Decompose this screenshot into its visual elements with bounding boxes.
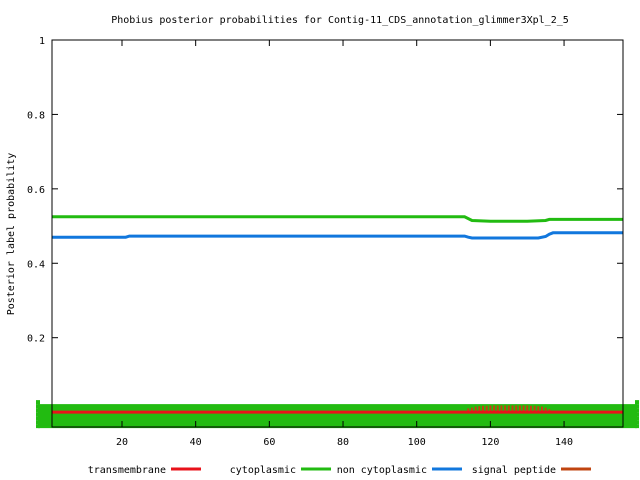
y-tick-label: 0.2 [27,334,45,345]
cytoplasmic-point [36,404,40,409]
legend-label: non cytoplasmic [337,465,427,476]
tick-layer: 20 40 60 80 100 120 140 0.2 0.4 0.6 0.8 1 [27,36,623,448]
cytoplasmic-point [635,404,639,409]
cytoplasmic-point [36,424,40,429]
cytoplasmic-point [36,400,40,405]
x-tick-label: 80 [337,437,349,448]
x-tick-label: 40 [190,437,202,448]
non-cytoplasmic-line [52,215,623,223]
x-tick-label: 140 [555,437,573,448]
legend-label: cytoplasmic [230,465,296,476]
x-tick-label: 60 [263,437,275,448]
plot-frame [51,39,624,428]
legend-label: signal peptide [472,465,556,476]
x-tick-label: 100 [408,437,426,448]
legend-label: transmembrane [88,465,166,476]
y-axis-label: Posterior label probability [6,153,17,316]
cytoplasmic-point [36,408,40,413]
cytoplasmic-point [635,420,639,425]
y-tick-label: 1 [39,36,45,47]
legend: transmembrane cytoplasmic non cytoplasmic s… [88,465,591,476]
y-tick-label: 0.6 [27,185,45,196]
cytoplasmic-point [635,400,639,405]
cytoplasmic-point [635,424,639,429]
cytoplasmic-point [36,416,40,421]
y-tick-label: 0.8 [27,110,45,121]
cytoplasmic-point [635,412,639,417]
x-tick-label: 120 [481,437,499,448]
cytoplasmic-point [36,420,40,425]
cytoplasmic-point [635,416,639,421]
signal-peptide-line [52,231,623,240]
data-layer [36,215,639,429]
cytoplasmic-point [36,412,40,417]
cytoplasmic-point [635,408,639,413]
cytoplasmic-band [38,404,637,429]
x-tick-label: 20 [116,437,128,448]
chart-title: Phobius posterior probabilities for Cont… [111,15,569,26]
y-tick-label: 0.4 [27,259,45,270]
